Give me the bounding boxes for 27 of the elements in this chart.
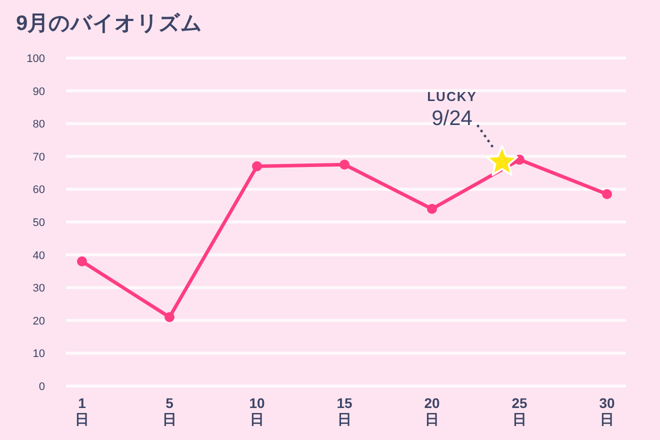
point	[340, 160, 350, 170]
x-tick-label: 1 日	[75, 395, 89, 428]
x-tick-label: 10 日	[249, 395, 265, 428]
y-tick-label: 0	[38, 381, 45, 393]
point	[427, 204, 437, 214]
y-tick-label: 50	[32, 217, 45, 229]
y-tick-label: 70	[32, 151, 45, 164]
y-tick-label: 100	[26, 53, 45, 65]
point	[77, 256, 87, 266]
x-tick-label: 15 日	[336, 395, 352, 428]
point	[252, 161, 262, 172]
y-tick-label: 40	[32, 250, 45, 262]
y-tick-label: 60	[32, 184, 45, 196]
x-tick-label: 30 日	[599, 395, 615, 428]
annotation: 9/24	[432, 107, 473, 130]
y-tick-label: 30	[32, 282, 45, 295]
y-tick-label: 80	[32, 118, 45, 131]
x-tick-label: 5 日	[162, 395, 176, 428]
x-tick-label: 20 日	[424, 395, 440, 428]
y-tick-label: 90	[32, 86, 45, 98]
y-tick-label: 20	[32, 315, 45, 328]
point	[602, 189, 612, 200]
annotation: LUCKY	[427, 89, 477, 104]
y-tick-label: 10	[32, 348, 45, 360]
point	[164, 312, 174, 322]
chart-title: 9月のバイオリズム	[16, 12, 203, 35]
x-tick-label: 25 日	[512, 395, 528, 428]
